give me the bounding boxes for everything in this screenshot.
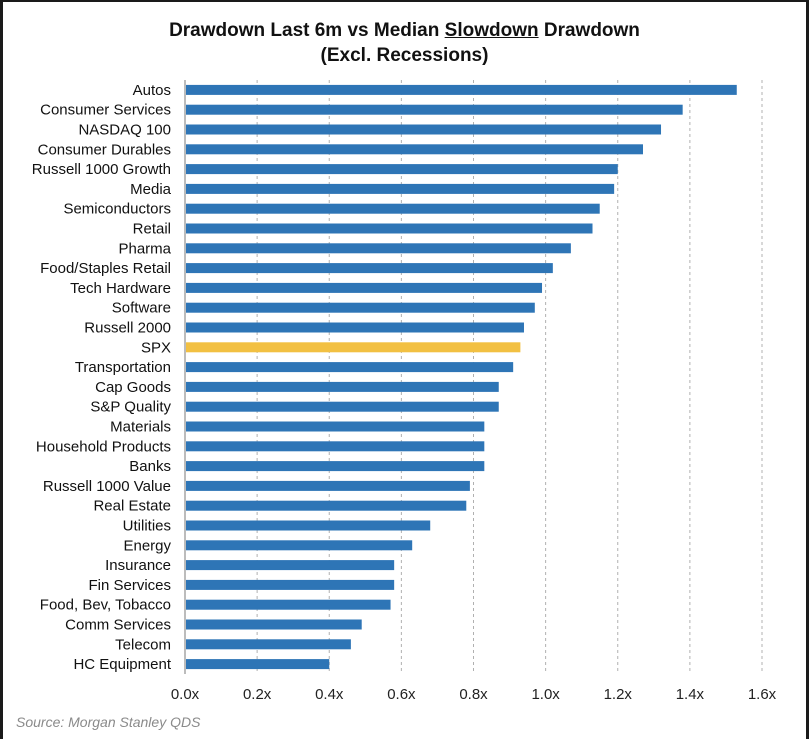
bar-russell-1000-value xyxy=(186,480,470,491)
grid-lines xyxy=(184,80,763,674)
category-label: Food, Bev, Tobacco xyxy=(40,597,171,614)
category-label: Consumer Services xyxy=(40,102,171,119)
category-label: NASDAQ 100 xyxy=(78,122,171,139)
chart-subtitle: (Excl. Recessions) xyxy=(320,45,489,66)
bar-pharma xyxy=(186,243,571,254)
bar-nasdaq-100 xyxy=(186,124,662,135)
bar-real-estate xyxy=(186,500,467,511)
bar-russell-1000-growth xyxy=(186,164,618,175)
category-label: Banks xyxy=(129,458,171,475)
bar-food-bev-tobacco xyxy=(186,599,391,610)
title-part-1: Drawdown Last 6m vs Median xyxy=(169,20,445,41)
title-part-underlined: Slowdown xyxy=(444,20,539,41)
category-label: Media xyxy=(130,181,172,198)
category-label: SPX xyxy=(141,339,171,356)
bar-tech-hardware xyxy=(186,282,543,293)
bar-telecom xyxy=(186,639,351,650)
category-label: Russell 1000 Value xyxy=(43,478,171,495)
bar-media xyxy=(186,183,615,194)
x-tick-label: 1.4x xyxy=(676,686,705,703)
x-tick-label: 1.2x xyxy=(604,686,633,703)
category-label: Tech Hardware xyxy=(70,280,171,297)
bars xyxy=(186,84,737,670)
bar-materials xyxy=(186,421,485,432)
bar-autos xyxy=(186,84,737,95)
x-tick-label: 0.8x xyxy=(459,686,488,703)
x-tick-label: 1.6x xyxy=(748,686,777,703)
category-label: Cap Goods xyxy=(95,379,171,396)
category-label: Transportation xyxy=(75,359,171,376)
bar-software xyxy=(186,302,535,313)
category-label: Retail xyxy=(133,221,171,238)
category-label: Energy xyxy=(123,537,171,554)
category-label: Real Estate xyxy=(93,498,171,515)
category-label: Materials xyxy=(110,419,171,436)
category-label: S&P Quality xyxy=(90,399,171,416)
bar-hc-equipment xyxy=(186,659,330,670)
bar-energy xyxy=(186,540,413,551)
bar-insurance xyxy=(186,560,395,571)
bar-s-p-quality xyxy=(186,401,499,412)
title-line: Drawdown Last 6m vs Median Slowdown Draw… xyxy=(0,18,809,43)
category-label: Fin Services xyxy=(88,577,171,594)
source-note: Source: Morgan Stanley QDS xyxy=(16,714,201,730)
bar-retail xyxy=(186,223,593,234)
bar-transportation xyxy=(186,362,514,373)
bar-cap-goods xyxy=(186,381,499,392)
category-label: Semiconductors xyxy=(63,201,171,218)
category-label: Utilities xyxy=(123,518,171,535)
bar-consumer-services xyxy=(186,104,683,115)
category-label: Autos xyxy=(133,82,171,99)
category-label: Russell 1000 Growth xyxy=(32,161,171,178)
bar-russell-2000 xyxy=(186,322,524,333)
category-label: Russell 2000 xyxy=(84,320,171,337)
x-tick-label: 1.0x xyxy=(531,686,560,703)
bar-utilities xyxy=(186,520,431,531)
x-tick-label: 0.6x xyxy=(387,686,416,703)
bar-spx xyxy=(186,342,521,353)
category-label: HC Equipment xyxy=(73,656,171,673)
bar-household-products xyxy=(186,441,485,452)
bar-fin-services xyxy=(186,579,395,590)
bar-food-staples-retail xyxy=(186,263,553,274)
x-tick-label: 0.2x xyxy=(243,686,272,703)
bar-banks xyxy=(186,461,485,472)
bar-consumer-durables xyxy=(186,144,643,155)
bar-semiconductors xyxy=(186,203,600,214)
category-label: Household Products xyxy=(36,438,171,455)
category-label: Insurance xyxy=(105,557,171,574)
x-axis-ticks: 0.0x 0.2x 0.4x 0.6x 0.8x 1.0x 1.2x 1.4x 1.6x xyxy=(171,686,777,703)
category-labels: Autos Consumer Services NASDAQ 100 Consumer… xyxy=(32,82,172,673)
category-label: Pharma xyxy=(118,240,171,257)
category-label: Consumer Durables xyxy=(38,141,171,158)
category-label: Food/Staples Retail xyxy=(40,260,171,277)
x-tick-label: 0.0x xyxy=(171,686,200,703)
x-tick-label: 0.4x xyxy=(315,686,344,703)
category-label: Telecom xyxy=(115,636,171,653)
bar-comm-services xyxy=(186,619,362,630)
category-label: Software xyxy=(112,300,171,317)
category-label: Comm Services xyxy=(65,617,171,634)
chart-title: Drawdown Last 6m vs Median Slowdown Draw… xyxy=(0,18,809,68)
title-part-3: Drawdown xyxy=(538,20,640,41)
